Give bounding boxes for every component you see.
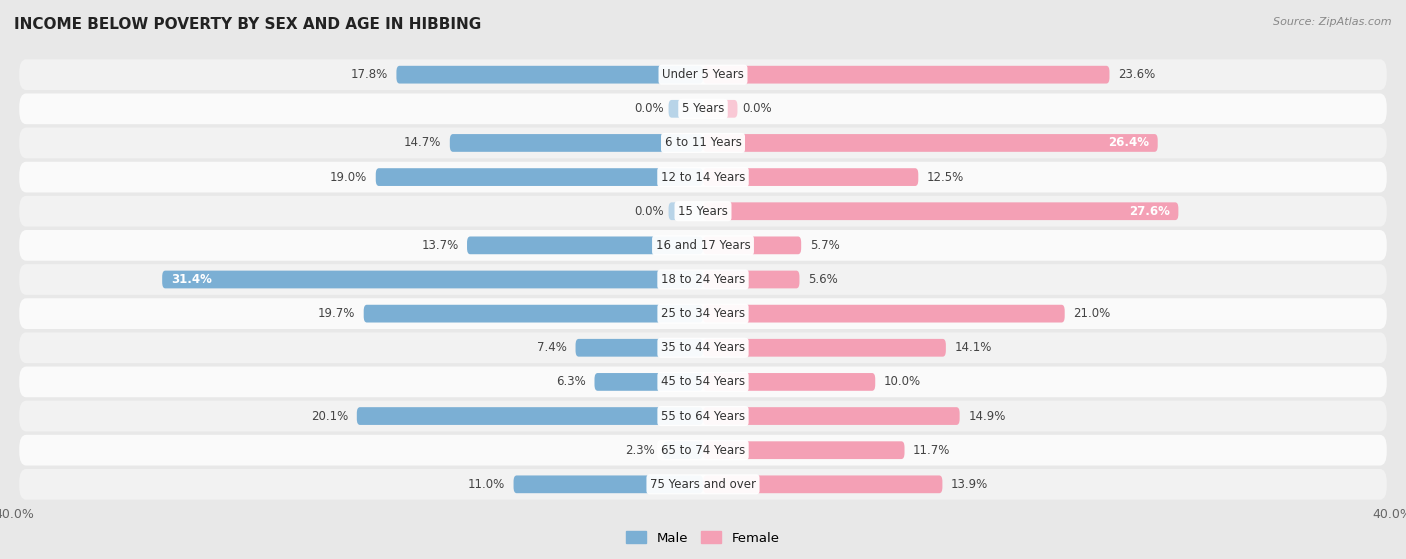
Text: Under 5 Years: Under 5 Years <box>662 68 744 81</box>
Text: 16 and 17 Years: 16 and 17 Years <box>655 239 751 252</box>
Text: 5 Years: 5 Years <box>682 102 724 115</box>
Text: 26.4%: 26.4% <box>1108 136 1149 149</box>
Text: 12 to 14 Years: 12 to 14 Years <box>661 170 745 183</box>
FancyBboxPatch shape <box>20 299 1386 329</box>
Text: 12.5%: 12.5% <box>927 170 965 183</box>
FancyBboxPatch shape <box>575 339 703 357</box>
FancyBboxPatch shape <box>703 373 875 391</box>
Text: 25 to 34 Years: 25 to 34 Years <box>661 307 745 320</box>
FancyBboxPatch shape <box>703 476 942 493</box>
Text: 7.4%: 7.4% <box>537 342 567 354</box>
Text: 11.7%: 11.7% <box>912 444 950 457</box>
Legend: Male, Female: Male, Female <box>621 526 785 550</box>
Text: 20.1%: 20.1% <box>311 410 349 423</box>
Text: 19.7%: 19.7% <box>318 307 356 320</box>
Text: 15 Years: 15 Years <box>678 205 728 217</box>
Text: 23.6%: 23.6% <box>1118 68 1156 81</box>
FancyBboxPatch shape <box>669 202 703 220</box>
FancyBboxPatch shape <box>20 162 1386 192</box>
FancyBboxPatch shape <box>703 407 960 425</box>
FancyBboxPatch shape <box>703 100 738 118</box>
Text: Source: ZipAtlas.com: Source: ZipAtlas.com <box>1274 17 1392 27</box>
FancyBboxPatch shape <box>396 66 703 83</box>
FancyBboxPatch shape <box>20 59 1386 90</box>
FancyBboxPatch shape <box>703 305 1064 323</box>
Text: 31.4%: 31.4% <box>170 273 212 286</box>
Text: 21.0%: 21.0% <box>1073 307 1111 320</box>
Text: 0.0%: 0.0% <box>634 102 664 115</box>
FancyBboxPatch shape <box>20 264 1386 295</box>
FancyBboxPatch shape <box>703 66 1109 83</box>
Text: 75 Years and over: 75 Years and over <box>650 478 756 491</box>
Text: INCOME BELOW POVERTY BY SEX AND AGE IN HIBBING: INCOME BELOW POVERTY BY SEX AND AGE IN H… <box>14 17 481 32</box>
Text: 2.3%: 2.3% <box>626 444 655 457</box>
Text: 17.8%: 17.8% <box>350 68 388 81</box>
Text: 14.9%: 14.9% <box>969 410 1005 423</box>
FancyBboxPatch shape <box>703 134 1157 152</box>
Text: 19.0%: 19.0% <box>330 170 367 183</box>
Text: 27.6%: 27.6% <box>1129 205 1170 217</box>
FancyBboxPatch shape <box>20 127 1386 158</box>
FancyBboxPatch shape <box>364 305 703 323</box>
FancyBboxPatch shape <box>375 168 703 186</box>
FancyBboxPatch shape <box>20 367 1386 397</box>
FancyBboxPatch shape <box>595 373 703 391</box>
FancyBboxPatch shape <box>467 236 703 254</box>
Text: 5.7%: 5.7% <box>810 239 839 252</box>
FancyBboxPatch shape <box>513 476 703 493</box>
FancyBboxPatch shape <box>20 333 1386 363</box>
Text: 18 to 24 Years: 18 to 24 Years <box>661 273 745 286</box>
FancyBboxPatch shape <box>703 236 801 254</box>
FancyBboxPatch shape <box>703 168 918 186</box>
FancyBboxPatch shape <box>450 134 703 152</box>
FancyBboxPatch shape <box>703 441 904 459</box>
Text: 11.0%: 11.0% <box>468 478 505 491</box>
Text: 6.3%: 6.3% <box>557 376 586 389</box>
Text: 35 to 44 Years: 35 to 44 Years <box>661 342 745 354</box>
FancyBboxPatch shape <box>703 339 946 357</box>
FancyBboxPatch shape <box>20 401 1386 432</box>
FancyBboxPatch shape <box>664 441 703 459</box>
Text: 14.7%: 14.7% <box>404 136 441 149</box>
Text: 10.0%: 10.0% <box>884 376 921 389</box>
Text: 0.0%: 0.0% <box>742 102 772 115</box>
FancyBboxPatch shape <box>20 196 1386 226</box>
FancyBboxPatch shape <box>703 202 1178 220</box>
Text: 14.1%: 14.1% <box>955 342 991 354</box>
Text: 13.9%: 13.9% <box>950 478 988 491</box>
FancyBboxPatch shape <box>703 271 800 288</box>
Text: 6 to 11 Years: 6 to 11 Years <box>665 136 741 149</box>
Text: 0.0%: 0.0% <box>634 205 664 217</box>
Text: 45 to 54 Years: 45 to 54 Years <box>661 376 745 389</box>
FancyBboxPatch shape <box>20 230 1386 260</box>
FancyBboxPatch shape <box>20 93 1386 124</box>
FancyBboxPatch shape <box>357 407 703 425</box>
Text: 65 to 74 Years: 65 to 74 Years <box>661 444 745 457</box>
Text: 13.7%: 13.7% <box>422 239 458 252</box>
FancyBboxPatch shape <box>20 469 1386 500</box>
FancyBboxPatch shape <box>162 271 703 288</box>
Text: 5.6%: 5.6% <box>808 273 838 286</box>
Text: 55 to 64 Years: 55 to 64 Years <box>661 410 745 423</box>
FancyBboxPatch shape <box>669 100 703 118</box>
FancyBboxPatch shape <box>20 435 1386 466</box>
